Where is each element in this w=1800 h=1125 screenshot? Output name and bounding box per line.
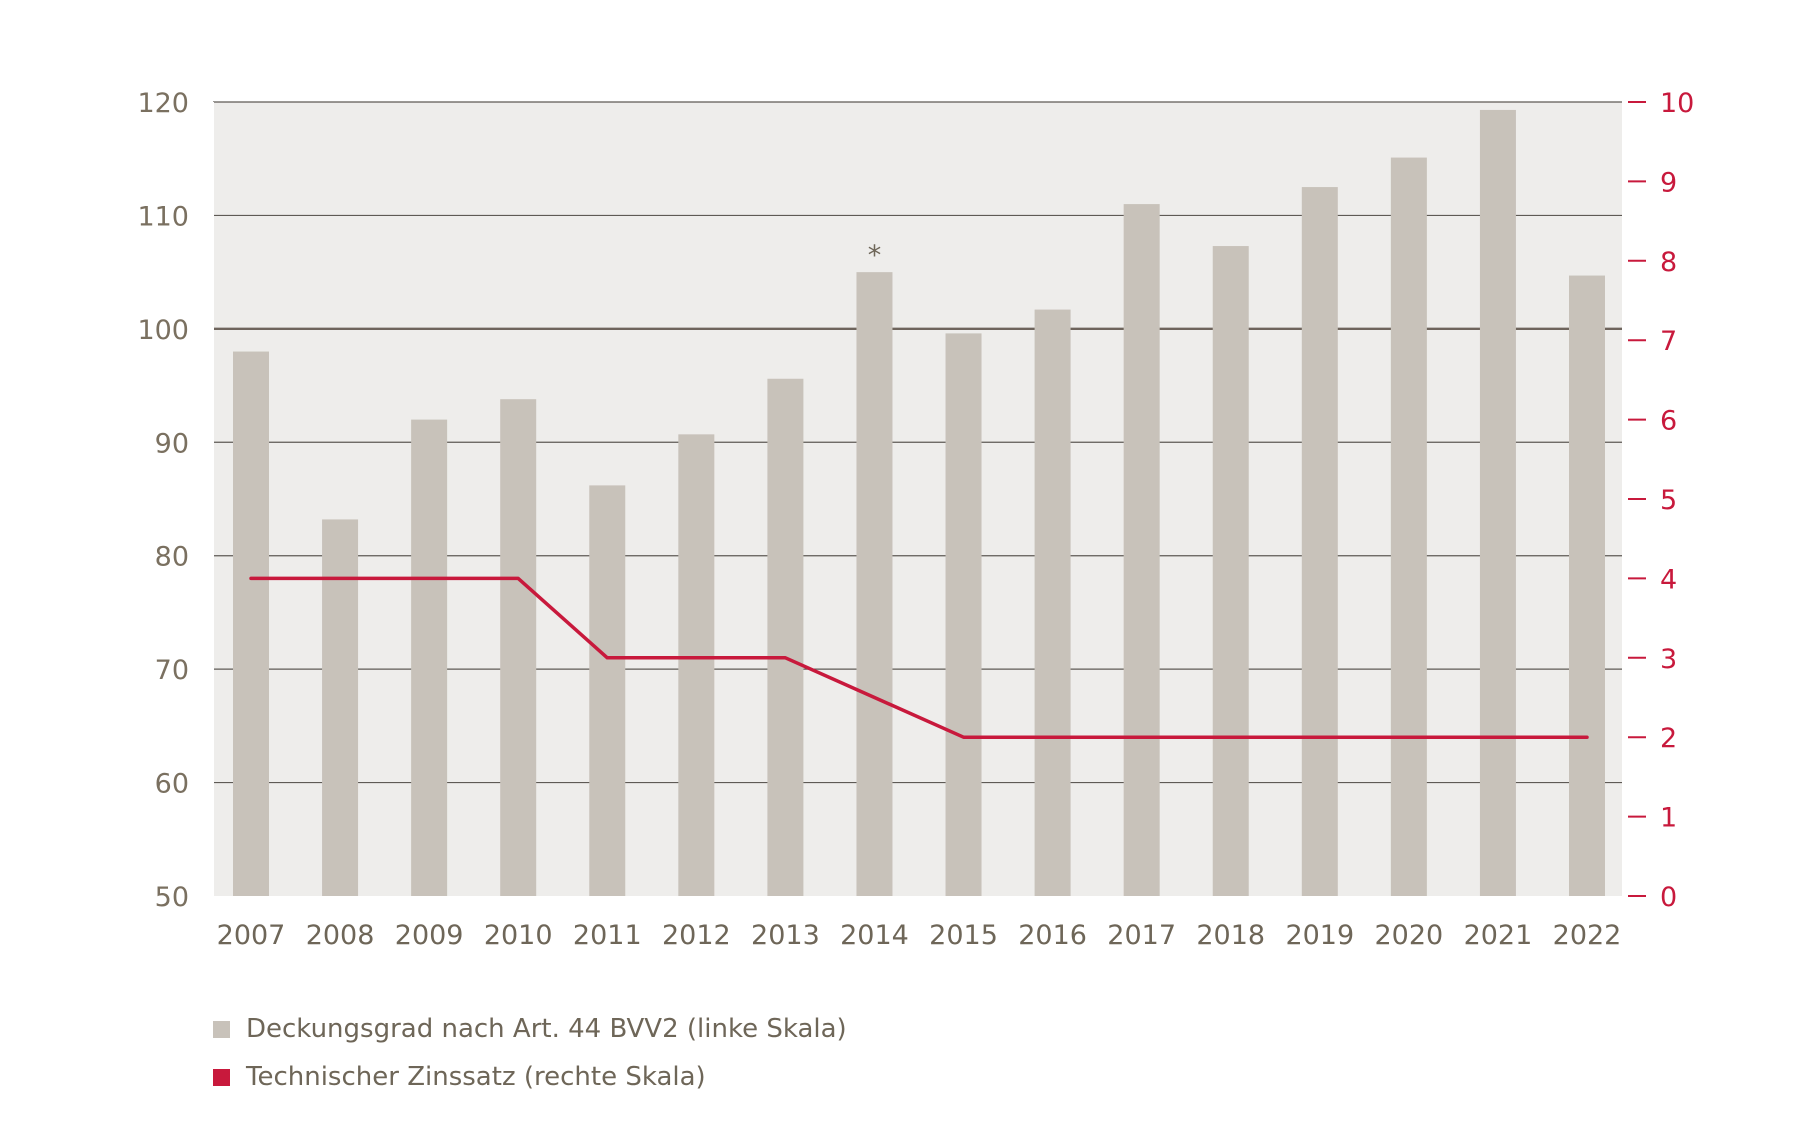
- bar-2008: [322, 519, 359, 896]
- right-tick-0: 0: [1660, 882, 1677, 913]
- left-tick-110: 110: [137, 201, 189, 232]
- right-tick-1: 1: [1660, 803, 1677, 834]
- right-axis: 0 1 2 3 4 5 6 7 8 9 10: [1628, 88, 1694, 913]
- right-tick-4: 4: [1660, 564, 1677, 595]
- annotations: *: [868, 240, 882, 271]
- legend-item-bar: Deckungsgrad nach Art. 44 BVV2 (linke Sk…: [213, 1014, 847, 1044]
- right-tick-5: 5: [1660, 485, 1677, 516]
- bar-2016: [1034, 309, 1071, 896]
- right-tick-8: 8: [1660, 247, 1677, 278]
- line-technischer-zinssatz: [249, 576, 1589, 739]
- legend-item-line: Technischer Zinssatz (rechte Skala): [213, 1062, 706, 1092]
- x-tick-2015: 2015: [929, 920, 998, 951]
- x-tick-2017: 2017: [1107, 920, 1176, 951]
- right-tick-10: 10: [1660, 88, 1694, 119]
- right-tick-2: 2: [1660, 723, 1677, 754]
- x-tick-2018: 2018: [1196, 920, 1265, 951]
- legend-label-bar: Deckungsgrad nach Art. 44 BVV2 (linke Sk…: [246, 1014, 847, 1044]
- x-tick-2010: 2010: [484, 920, 553, 951]
- left-axis: 50 60 70 80 90 100 110 120: [137, 88, 214, 913]
- bar-2018: [1212, 246, 1249, 896]
- legend-swatch-bar: [213, 1020, 230, 1038]
- line-series: [249, 576, 1589, 739]
- bar-2015: [945, 333, 982, 896]
- x-tick-2022: 2022: [1553, 920, 1622, 951]
- bar-2020: [1390, 157, 1427, 896]
- bar-2012: [678, 434, 715, 896]
- bar-2014: [856, 272, 893, 897]
- legend-swatch-line: [213, 1068, 230, 1086]
- x-tick-2021: 2021: [1464, 920, 1533, 951]
- x-tick-2014: 2014: [840, 920, 909, 951]
- legend-label-line: Technischer Zinssatz (rechte Skala): [246, 1062, 706, 1092]
- left-tick-80: 80: [155, 542, 189, 573]
- right-tick-9: 9: [1660, 167, 1677, 198]
- bar-2013: [767, 378, 804, 896]
- grid-lines: [213, 101, 1622, 784]
- x-axis: 2007 2008 2009 2010 2011 2012 2013 2014 2015 2016…: [217, 920, 1622, 951]
- annotation-asterisk: *: [868, 240, 882, 271]
- left-tick-100: 100: [137, 315, 189, 346]
- left-tick-60: 60: [155, 769, 189, 800]
- right-tick-3: 3: [1660, 644, 1677, 675]
- x-tick-2009: 2009: [395, 920, 464, 951]
- bar-2021: [1479, 109, 1516, 896]
- left-tick-90: 90: [155, 428, 189, 459]
- left-tick-120: 120: [137, 88, 189, 119]
- right-tick-7: 7: [1660, 326, 1677, 357]
- bar-2009: [411, 419, 448, 896]
- x-tick-2008: 2008: [306, 920, 375, 951]
- bar-2022: [1569, 275, 1605, 896]
- bar-series: [233, 109, 1605, 897]
- plot-background: [213, 102, 1622, 896]
- bar-2017: [1123, 204, 1160, 897]
- x-tick-2012: 2012: [662, 920, 731, 951]
- left-tick-70: 70: [155, 655, 189, 686]
- x-tick-2011: 2011: [573, 920, 642, 951]
- right-tick-6: 6: [1660, 406, 1677, 437]
- bar-2019: [1301, 187, 1338, 897]
- left-tick-50: 50: [155, 882, 189, 913]
- bar-2007: [233, 351, 269, 896]
- bar-2011: [589, 485, 626, 896]
- x-tick-2007: 2007: [217, 920, 286, 951]
- x-tick-2016: 2016: [1018, 920, 1087, 951]
- x-tick-2019: 2019: [1285, 920, 1354, 951]
- x-tick-2013: 2013: [751, 920, 820, 951]
- bar-2010: [500, 399, 537, 896]
- x-tick-2020: 2020: [1375, 920, 1444, 951]
